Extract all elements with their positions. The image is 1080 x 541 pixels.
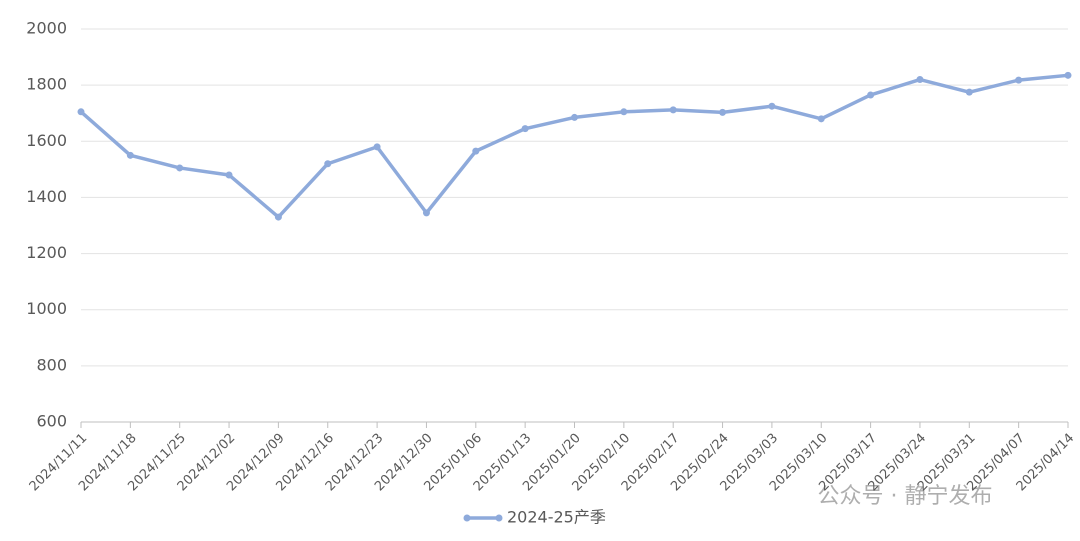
point <box>274 213 282 221</box>
legend-marker <box>463 514 471 522</box>
point <box>126 151 134 159</box>
point <box>176 164 184 172</box>
watermark: 公众号 · 静宁发布 <box>818 484 993 509</box>
point <box>77 108 85 116</box>
point <box>620 108 628 116</box>
point <box>916 76 924 84</box>
point <box>373 143 381 151</box>
y-tick-label: 1200 <box>26 243 67 262</box>
point <box>719 108 727 116</box>
point <box>965 88 973 96</box>
point <box>1064 71 1072 79</box>
point <box>225 171 233 179</box>
point <box>867 91 875 99</box>
legend-marker <box>495 514 503 522</box>
y-tick-label: 800 <box>36 355 67 374</box>
point <box>324 160 332 168</box>
point <box>472 147 480 155</box>
y-tick-label: 1800 <box>26 75 67 94</box>
line <box>79 73 1069 219</box>
y-tick-label: 600 <box>36 412 67 431</box>
point <box>817 115 825 123</box>
y-tick-label: 1400 <box>26 187 67 206</box>
y-tick-label: 1600 <box>26 131 67 150</box>
legend-label: 2024-25产季 <box>507 508 606 527</box>
point <box>571 113 578 121</box>
point <box>521 125 529 133</box>
point <box>669 106 677 114</box>
point <box>768 102 776 110</box>
y-tick-label: 1000 <box>26 299 67 318</box>
point <box>422 209 430 217</box>
point <box>1015 76 1023 84</box>
y-tick-label: 2000 <box>26 19 67 38</box>
